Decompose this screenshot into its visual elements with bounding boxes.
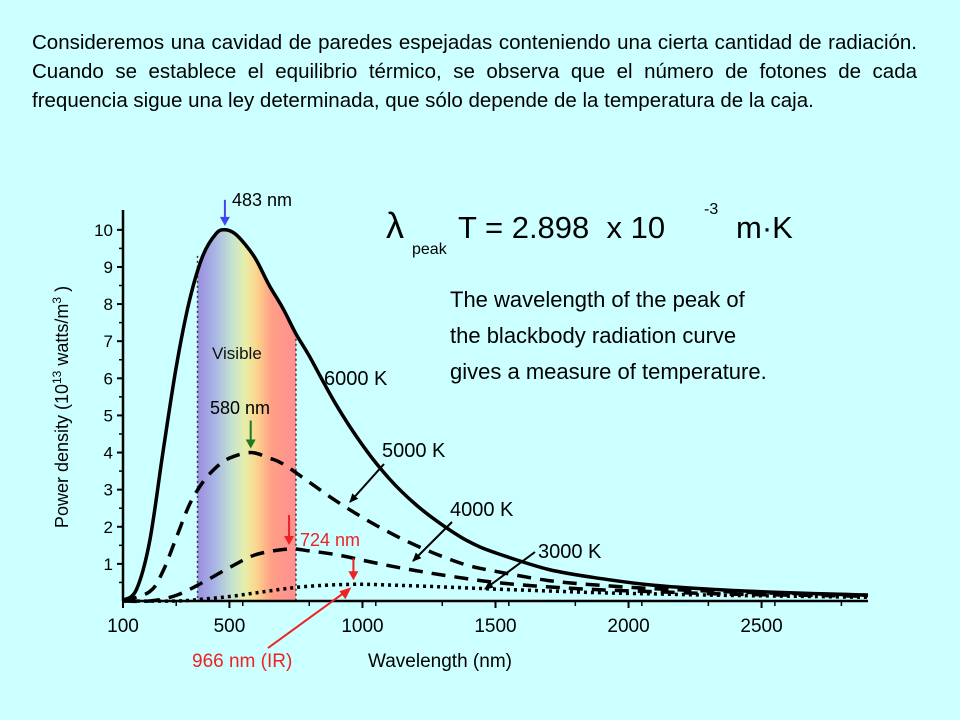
- y-tick-label: 8: [104, 295, 113, 314]
- intro-paragraph: Consideremos una cavidad de paredes espe…: [32, 31, 917, 112]
- peak-arrow-483-head: [219, 216, 230, 226]
- peak-arrow-724-head: [284, 536, 295, 546]
- peak-label-483: 483 nm: [232, 190, 292, 210]
- visible-band-label: Visible: [212, 344, 262, 363]
- formula-unit: m·K: [736, 210, 793, 245]
- y-tick-label: 2: [104, 518, 113, 537]
- y-tick-label: 6: [104, 369, 113, 388]
- axes: 1 2 3 4 5 6 7 8 9 10 100 500 1000 1500 2000 2500: [94, 210, 868, 637]
- formula-main: T = 2.898 x 10: [458, 210, 665, 245]
- y-tick-label: 4: [104, 444, 113, 463]
- x-tick-label: 1500: [474, 616, 516, 637]
- leader-3000k: [484, 551, 536, 590]
- series-curve-5000k: [122, 450, 869, 603]
- series-label-4000k: 4000 K: [450, 499, 514, 521]
- y-axis-label: Power density (1013 watts/m3 ): [50, 286, 72, 528]
- peak-arrow-966: [348, 558, 359, 581]
- explanation-line-2: the blackbody radiation curve: [450, 323, 736, 348]
- x-tick-label: 2500: [740, 616, 782, 637]
- peak-label-966: 966 nm (IR): [192, 651, 292, 672]
- explanation-line-1: The wavelength of the peak of: [450, 287, 746, 312]
- series-curve-3000k: [122, 582, 869, 603]
- peak-label-580: 580 nm: [210, 398, 270, 418]
- x-tick-label: 100: [107, 616, 139, 637]
- x-tick-label: 500: [214, 616, 246, 637]
- y-tick-label: 7: [104, 332, 113, 351]
- y-tick-label: 3: [104, 481, 113, 500]
- explanation-line-3: gives a measure of temperature.: [450, 359, 767, 384]
- formula-subscript: peak: [412, 241, 448, 258]
- peak-leader-966-head: [339, 587, 352, 600]
- series-label-5000k: 5000 K: [382, 440, 446, 462]
- series-curve-4000k: [122, 547, 869, 604]
- x-tick-label: 2000: [607, 616, 649, 637]
- peak-label-724: 724 nm: [300, 530, 360, 550]
- wien-formula: λ peak T = 2.898 x 10 -3 m·K: [386, 201, 793, 258]
- x-axis-label: Wavelength (nm): [368, 651, 512, 672]
- peak-leader-966: [267, 589, 349, 649]
- y-tick-label: 9: [104, 258, 113, 277]
- peak-arrow-580: [245, 420, 256, 449]
- peak-arrow-966-head: [348, 571, 359, 581]
- leader-5000k: [349, 463, 385, 503]
- y-tick-label: 5: [104, 406, 113, 425]
- series-curve-6000k: [121, 228, 869, 602]
- formula-exponent: -3: [704, 201, 718, 218]
- leader-4000k: [412, 521, 453, 562]
- series-label-6000k: 6000 K: [324, 368, 388, 390]
- y-tick-label: 1: [104, 555, 113, 574]
- peak-markers: [219, 199, 359, 649]
- explanation: The wavelength of the peak of the blackb…: [450, 287, 767, 384]
- formula-lambda: λ: [386, 205, 404, 246]
- x-tick-label: 1000: [341, 616, 383, 637]
- series-label-3000k: 3000 K: [538, 541, 602, 563]
- peak-arrow-580-head: [245, 439, 256, 449]
- series-layer: [121, 228, 869, 604]
- peak-arrow-724: [284, 515, 295, 546]
- y-tick-label: 10: [94, 221, 113, 240]
- peak-arrow-483: [219, 199, 230, 226]
